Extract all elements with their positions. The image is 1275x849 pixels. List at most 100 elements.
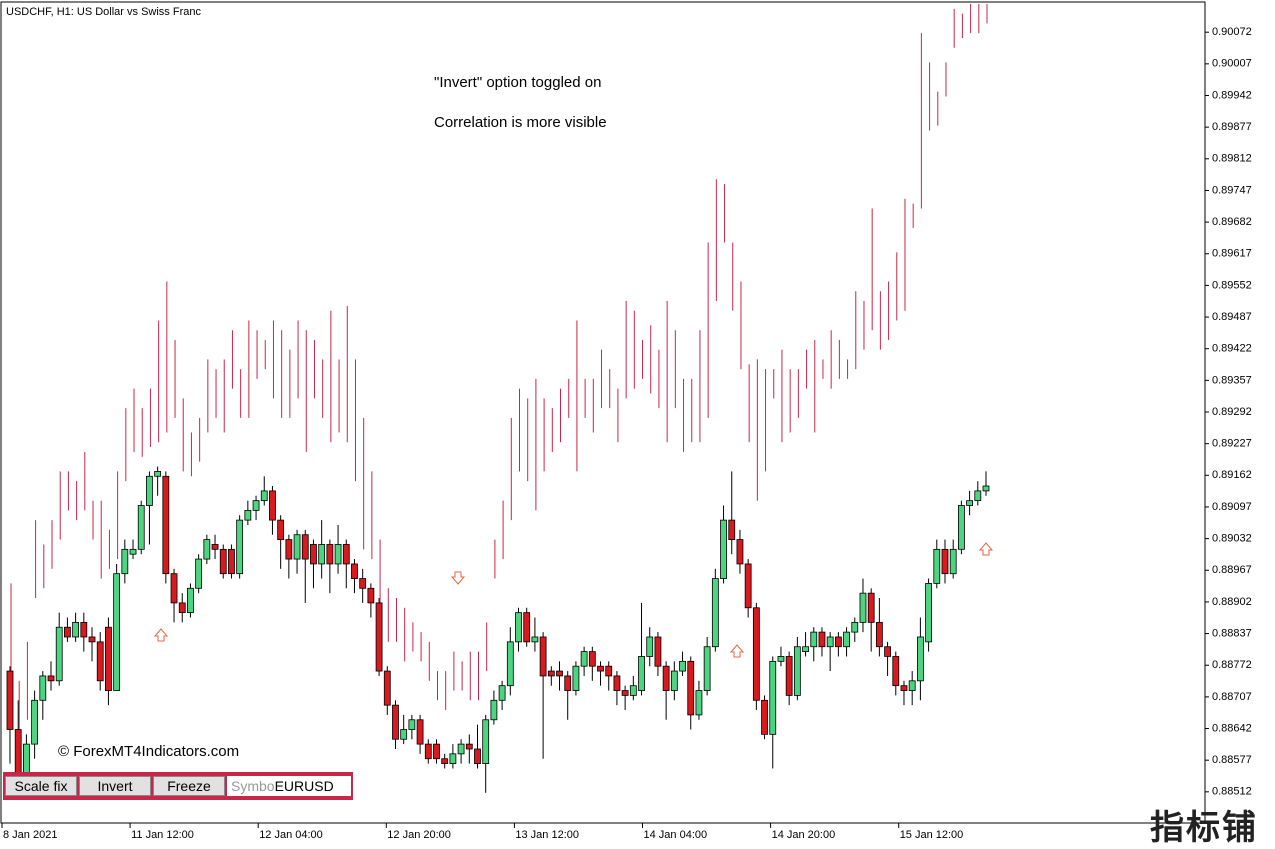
y-tick-label: 0.88837 bbox=[1212, 627, 1252, 639]
candle-body bbox=[146, 475, 153, 506]
y-tick-label: 0.90072 bbox=[1212, 26, 1252, 38]
candle-body bbox=[933, 548, 941, 584]
candle-body bbox=[269, 490, 276, 521]
x-tick-label: 15 Jan 12:00 bbox=[900, 829, 964, 841]
candle-body bbox=[523, 612, 531, 643]
candle-body bbox=[736, 539, 744, 565]
candle-body bbox=[769, 660, 777, 735]
candle-body bbox=[39, 675, 47, 701]
candle-body bbox=[408, 719, 416, 730]
candle-body bbox=[359, 578, 367, 589]
y-tick-label: 0.89422 bbox=[1212, 343, 1252, 355]
y-tick-label: 0.89162 bbox=[1212, 469, 1252, 481]
candle-body bbox=[834, 636, 842, 648]
candle-body bbox=[597, 665, 604, 672]
candle-body bbox=[785, 656, 793, 696]
candle-body bbox=[195, 558, 203, 589]
candle-body bbox=[55, 626, 63, 682]
candle-body bbox=[670, 670, 678, 691]
candle-body bbox=[342, 544, 350, 565]
x-tick-label: 14 Jan 04:00 bbox=[644, 829, 708, 841]
candle-body bbox=[326, 544, 334, 565]
x-tick-label: 13 Jan 12:00 bbox=[515, 829, 579, 841]
button[interactable]: Scale fix bbox=[5, 776, 77, 796]
candle-body bbox=[875, 621, 883, 648]
candle-body bbox=[498, 685, 506, 701]
candle-body bbox=[465, 743, 473, 750]
candle-body bbox=[433, 743, 440, 760]
candle-body bbox=[178, 602, 186, 614]
candle-body bbox=[547, 670, 555, 677]
candle-body bbox=[244, 509, 252, 521]
y-tick-label: 0.88967 bbox=[1212, 564, 1252, 576]
candle-body bbox=[884, 646, 891, 657]
chart-title: USDCHF, H1: US Dollar vs Swiss Franc bbox=[6, 6, 201, 18]
candle-body bbox=[629, 685, 637, 696]
candle-body bbox=[744, 563, 752, 609]
symbol-input[interactable]: Symbo EURUSD bbox=[227, 776, 351, 796]
candle-body bbox=[572, 665, 580, 691]
candle-body bbox=[851, 621, 859, 633]
candle-body bbox=[416, 719, 424, 745]
y-tick-label: 0.89812 bbox=[1212, 153, 1252, 165]
candle-body bbox=[154, 471, 162, 477]
candle-body bbox=[826, 636, 834, 648]
candle-body bbox=[113, 573, 121, 691]
candle-body bbox=[252, 500, 260, 511]
candle-body bbox=[941, 548, 949, 575]
candle-body bbox=[457, 743, 465, 755]
candle-body bbox=[982, 485, 990, 492]
y-tick-label: 0.89552 bbox=[1212, 279, 1252, 291]
watermark: 指标铺 bbox=[1150, 809, 1258, 847]
toolbar: Scale fix Invert Freeze Symbo EURUSD bbox=[3, 772, 353, 800]
candle-body bbox=[383, 670, 391, 706]
candle-body bbox=[367, 587, 375, 604]
candle-body bbox=[761, 699, 768, 735]
candle-body bbox=[654, 636, 662, 667]
y-tick-label: 0.89877 bbox=[1212, 121, 1252, 133]
candle-body bbox=[14, 729, 22, 774]
button[interactable]: Invert bbox=[79, 776, 151, 796]
candle-body bbox=[121, 548, 129, 575]
candle-body bbox=[949, 548, 957, 575]
candle-body bbox=[310, 544, 317, 565]
y-tick-label: 0.89357 bbox=[1212, 374, 1252, 386]
candle-body bbox=[424, 743, 432, 760]
candle-body bbox=[720, 519, 727, 579]
candle-body bbox=[482, 719, 490, 764]
y-tick-label: 0.88512 bbox=[1212, 786, 1252, 798]
candle-body bbox=[277, 519, 285, 540]
candle-body bbox=[974, 490, 982, 502]
candle-body bbox=[6, 670, 14, 730]
candle-body bbox=[515, 612, 522, 643]
candle-body bbox=[695, 690, 703, 716]
candle-body bbox=[539, 636, 547, 677]
candle-body bbox=[916, 636, 924, 682]
y-tick-label: 0.89292 bbox=[1212, 406, 1252, 418]
candle-body bbox=[72, 621, 80, 638]
candle-body bbox=[892, 656, 900, 687]
candle-body bbox=[687, 660, 695, 716]
candle-body bbox=[375, 602, 383, 672]
candle-body bbox=[64, 626, 71, 638]
y-tick-label: 0.89942 bbox=[1212, 89, 1252, 101]
candle-body bbox=[605, 665, 613, 677]
candle-body bbox=[392, 704, 399, 740]
candle-body bbox=[777, 656, 785, 662]
candle-body bbox=[703, 646, 711, 691]
x-tick-label: 12 Jan 20:00 bbox=[387, 829, 451, 841]
y-tick-label: 0.90007 bbox=[1212, 58, 1252, 70]
candle-body bbox=[900, 685, 908, 691]
symbol-value: EURUSD bbox=[274, 778, 334, 794]
candle-body bbox=[966, 500, 973, 506]
candle-body bbox=[531, 636, 539, 643]
candle-body bbox=[646, 636, 654, 657]
button[interactable]: Freeze bbox=[153, 776, 225, 796]
candle-body bbox=[318, 544, 326, 565]
candle-body bbox=[556, 670, 563, 677]
candle-body bbox=[908, 680, 916, 691]
candle-body bbox=[162, 475, 170, 575]
candle-body bbox=[662, 665, 670, 691]
candle-body bbox=[818, 631, 826, 648]
